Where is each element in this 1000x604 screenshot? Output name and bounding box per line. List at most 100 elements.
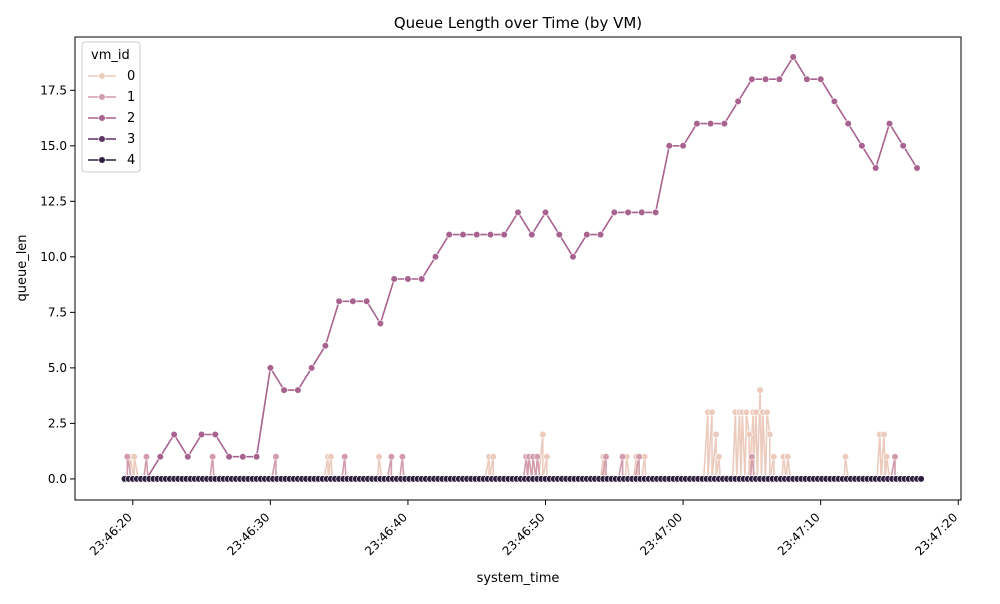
series-2-point bbox=[170, 430, 178, 439]
series-2-point bbox=[555, 231, 563, 239]
series-0-point bbox=[708, 408, 716, 416]
series-1-point bbox=[398, 453, 407, 461]
series-2-point bbox=[596, 231, 605, 239]
series-2-point bbox=[830, 97, 839, 105]
series-1-point bbox=[748, 453, 756, 461]
series-0-point bbox=[375, 453, 383, 461]
series-2-point bbox=[198, 430, 206, 439]
series-2-point bbox=[803, 75, 811, 83]
series-2-point bbox=[528, 231, 536, 239]
series-0-point bbox=[752, 408, 760, 416]
y-tick-label: 12.5 bbox=[40, 194, 67, 208]
y-tick-label: 5.0 bbox=[48, 361, 67, 375]
series-0-point bbox=[880, 430, 888, 439]
series-1-point bbox=[387, 453, 396, 461]
series-2-point bbox=[486, 231, 495, 239]
series-2-point bbox=[418, 275, 426, 283]
y-tick-label: 7.5 bbox=[48, 305, 67, 319]
series-1-point bbox=[123, 453, 131, 461]
series-2-point bbox=[679, 142, 687, 150]
series-2-point bbox=[761, 75, 770, 83]
series-2-point bbox=[349, 297, 357, 305]
series-0-point bbox=[841, 453, 850, 461]
legend-label-1: 1 bbox=[127, 90, 135, 105]
series-0-point bbox=[327, 453, 335, 461]
series-2-point bbox=[665, 142, 673, 150]
legend-label-2: 2 bbox=[127, 111, 135, 126]
series-2 bbox=[129, 53, 921, 483]
series-2-point bbox=[445, 231, 453, 239]
x-tick-label: 23:46:40 bbox=[362, 510, 410, 558]
series-0-point bbox=[756, 386, 764, 394]
y-tick-label: 15.0 bbox=[40, 139, 67, 153]
series-2-point bbox=[734, 97, 742, 105]
series-2-point bbox=[885, 119, 894, 128]
chart-title: Queue Length over Time (by VM) bbox=[394, 14, 642, 32]
x-tick-label: 23:46:20 bbox=[87, 510, 135, 558]
series-2-point bbox=[775, 75, 784, 83]
series-layer bbox=[120, 53, 925, 483]
series-2-point bbox=[335, 297, 343, 305]
series-2-point bbox=[651, 208, 660, 216]
series-0-point bbox=[715, 453, 723, 461]
series-2-point bbox=[280, 386, 288, 394]
y-tick-label: 0.0 bbox=[48, 472, 67, 486]
series-2-point bbox=[184, 453, 192, 461]
series-2-point bbox=[583, 231, 591, 239]
x-tick-label: 23:47:10 bbox=[775, 510, 823, 558]
series-2-point bbox=[541, 208, 550, 216]
legend-marker-3 bbox=[98, 135, 106, 143]
series-0-point bbox=[539, 430, 547, 439]
series-2-point bbox=[500, 231, 508, 239]
series-0-point bbox=[130, 453, 138, 461]
series-2-point bbox=[363, 297, 371, 305]
series-2-point bbox=[706, 119, 715, 128]
series-2-point bbox=[720, 119, 729, 128]
y-tick-label: 10.0 bbox=[40, 250, 67, 264]
series-2-point bbox=[376, 319, 385, 328]
series-2-point bbox=[872, 164, 880, 172]
series-4-point bbox=[917, 475, 925, 483]
y-axis-label: queue_len bbox=[15, 234, 30, 301]
series-2-point bbox=[473, 231, 481, 239]
series-0-point bbox=[784, 453, 792, 461]
y-tick-label: 17.5 bbox=[40, 83, 67, 97]
x-tick-label: 23:47:20 bbox=[912, 510, 960, 558]
series-2-point bbox=[569, 253, 577, 261]
series-1-point bbox=[533, 453, 541, 461]
series-2-point bbox=[858, 142, 866, 150]
series-2-point bbox=[294, 386, 302, 394]
series-2-point bbox=[404, 275, 412, 283]
legend-title: vm_id bbox=[91, 48, 130, 63]
series-2-point bbox=[253, 453, 261, 461]
legend-label-3: 3 bbox=[127, 132, 135, 147]
series-2-point bbox=[693, 119, 701, 128]
series-2-point bbox=[239, 453, 247, 461]
x-axis: 23:46:20 23:46:30 23:46:40 23:46:50 23:47:00… bbox=[87, 500, 960, 558]
series-1-point bbox=[635, 453, 643, 461]
x-tick-label: 23:47:00 bbox=[637, 510, 685, 558]
series-0-point bbox=[712, 430, 720, 439]
series-0-point bbox=[745, 430, 753, 439]
legend-marker-2 bbox=[98, 114, 106, 122]
series-0-point bbox=[763, 408, 771, 416]
legend-marker-1 bbox=[98, 93, 106, 101]
series-2-point bbox=[817, 75, 825, 83]
series-0-point bbox=[766, 430, 774, 439]
series-2-point bbox=[638, 208, 646, 216]
series-2-point bbox=[390, 275, 398, 283]
y-axis: 0.0 2.5 5.0 7.5 10.0 12.5 15.0 17.5 bbox=[40, 83, 75, 486]
x-axis-label: system_time bbox=[477, 571, 560, 586]
legend-label-0: 0 bbox=[127, 69, 135, 84]
series-4 bbox=[120, 475, 925, 483]
series-2-line bbox=[132, 55, 918, 480]
series-2-point bbox=[610, 208, 618, 216]
series-1-point bbox=[209, 453, 217, 461]
legend-label-4: 4 bbox=[127, 153, 135, 168]
series-1-point bbox=[142, 453, 151, 461]
series-2-point bbox=[321, 342, 330, 350]
series-0-point bbox=[543, 453, 551, 461]
series-1-point bbox=[891, 453, 899, 461]
series-2-point bbox=[913, 164, 921, 172]
